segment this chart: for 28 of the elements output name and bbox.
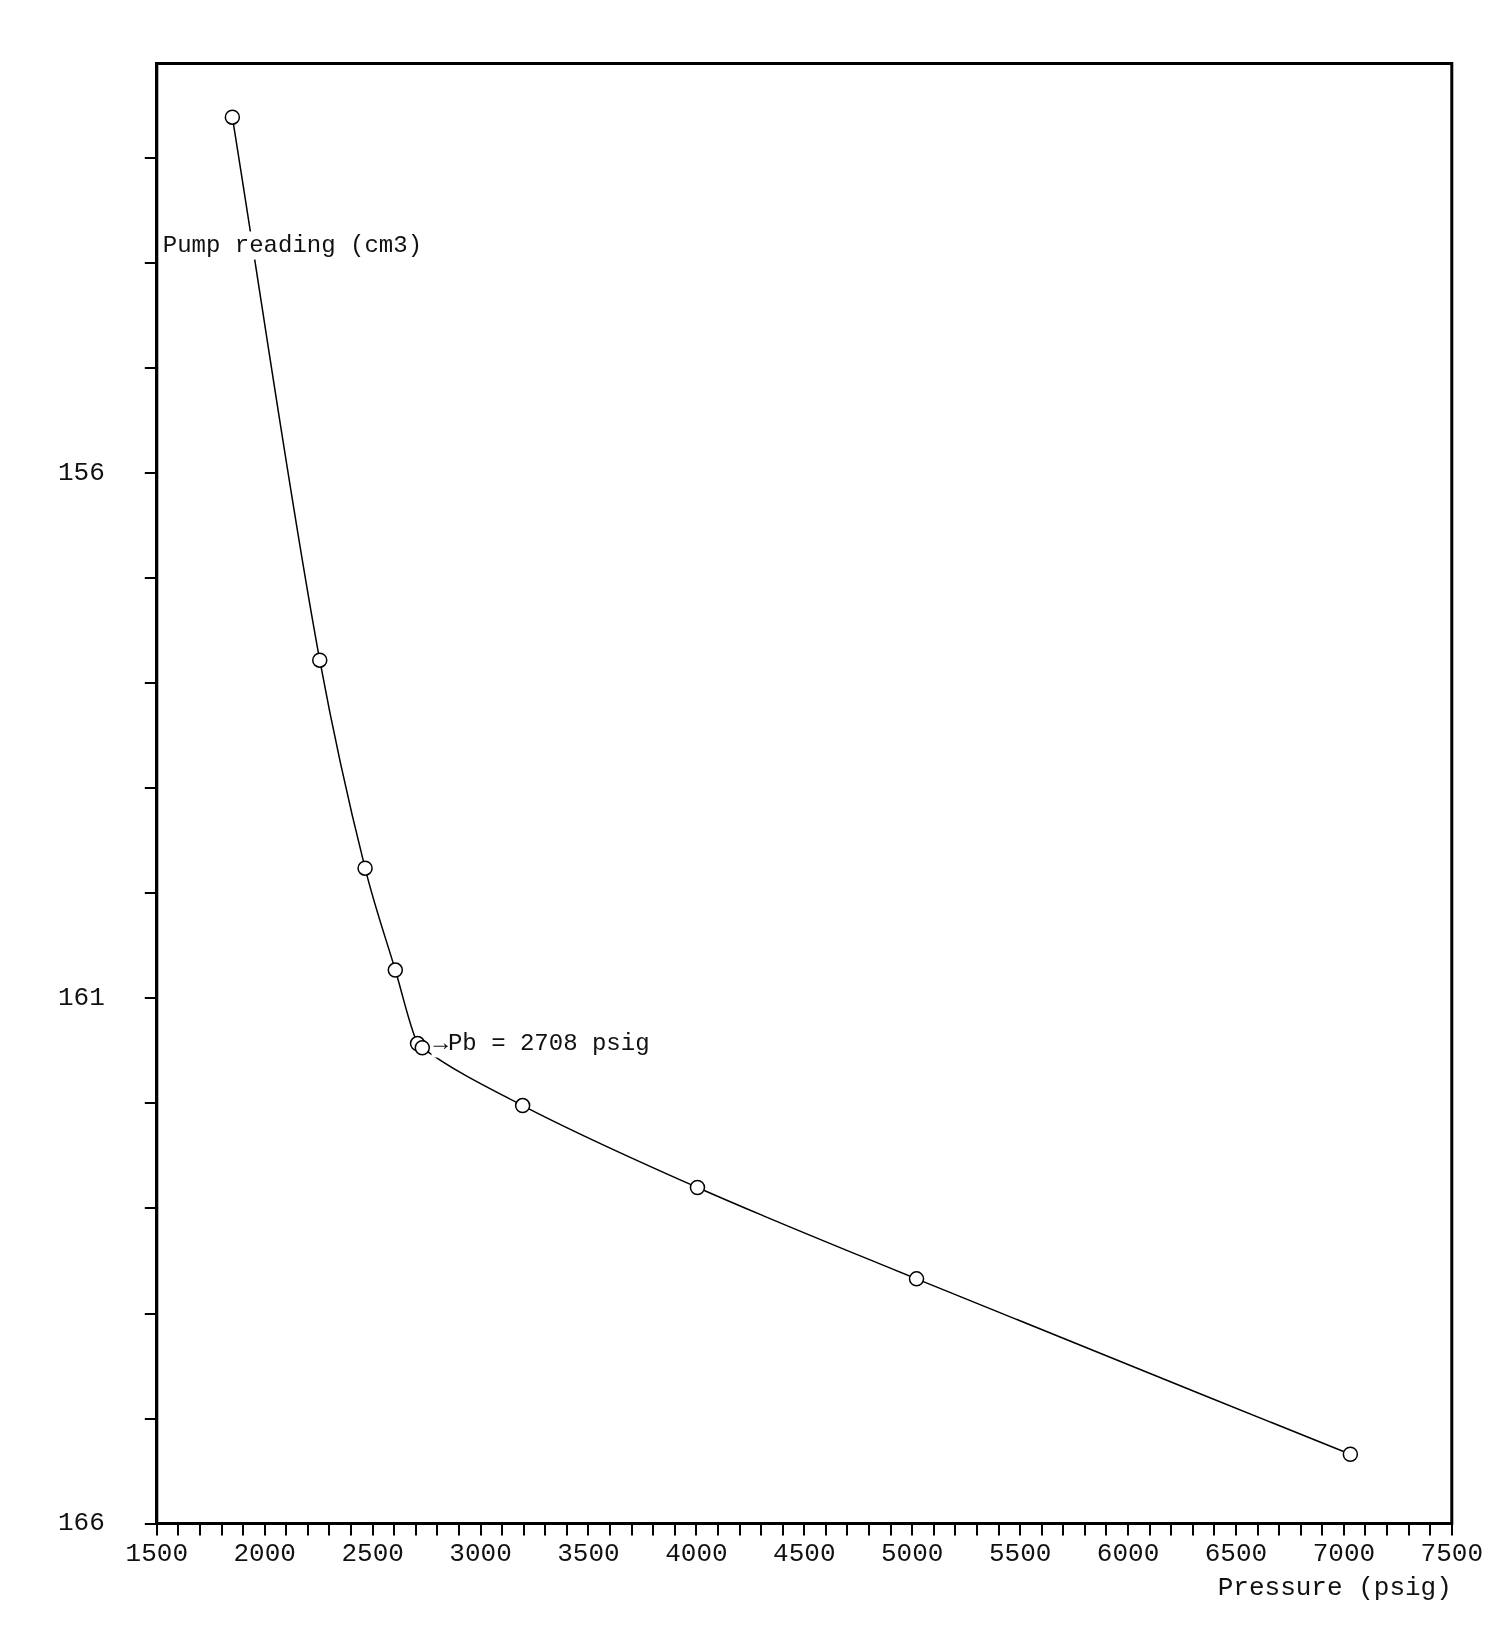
- x-tick-label: 5000: [881, 1539, 944, 1570]
- x-tick-label: 4500: [773, 1539, 836, 1570]
- point: [357, 860, 373, 876]
- x-tick-label: 7500: [1420, 1539, 1484, 1570]
- point: [514, 1097, 531, 1114]
- point: [1342, 1446, 1359, 1463]
- x-tick-label: 4000: [665, 1539, 728, 1570]
- x-tick-label: 6000: [1096, 1539, 1160, 1570]
- point: [224, 109, 241, 125]
- x-axis-title: Pressure (psig): [1217, 1573, 1452, 1604]
- x-tick-label: 3500: [557, 1539, 620, 1570]
- point: [312, 652, 328, 668]
- y-axis-title: Pump reading (cm3): [162, 231, 423, 259]
- y-tick-label: 161: [58, 983, 105, 1014]
- x-tick-label: 3000: [449, 1539, 512, 1570]
- point: [414, 1040, 431, 1056]
- point: [689, 1179, 706, 1196]
- y-tick-label: 156: [58, 458, 105, 489]
- x-tick-label: 5500: [988, 1539, 1052, 1570]
- x-tick-label: 2000: [233, 1539, 296, 1570]
- point: [908, 1271, 925, 1287]
- x-tick-label: 6500: [1204, 1539, 1268, 1570]
- annotation: →Pb = 2708 psig: [433, 1029, 650, 1057]
- x-tick-label: 7000: [1312, 1539, 1376, 1570]
- y-tick-label: 166: [58, 1508, 105, 1539]
- x-tick-label: 2500: [341, 1539, 404, 1570]
- point: [387, 962, 404, 978]
- x-tick-label: 1500: [125, 1539, 189, 1570]
